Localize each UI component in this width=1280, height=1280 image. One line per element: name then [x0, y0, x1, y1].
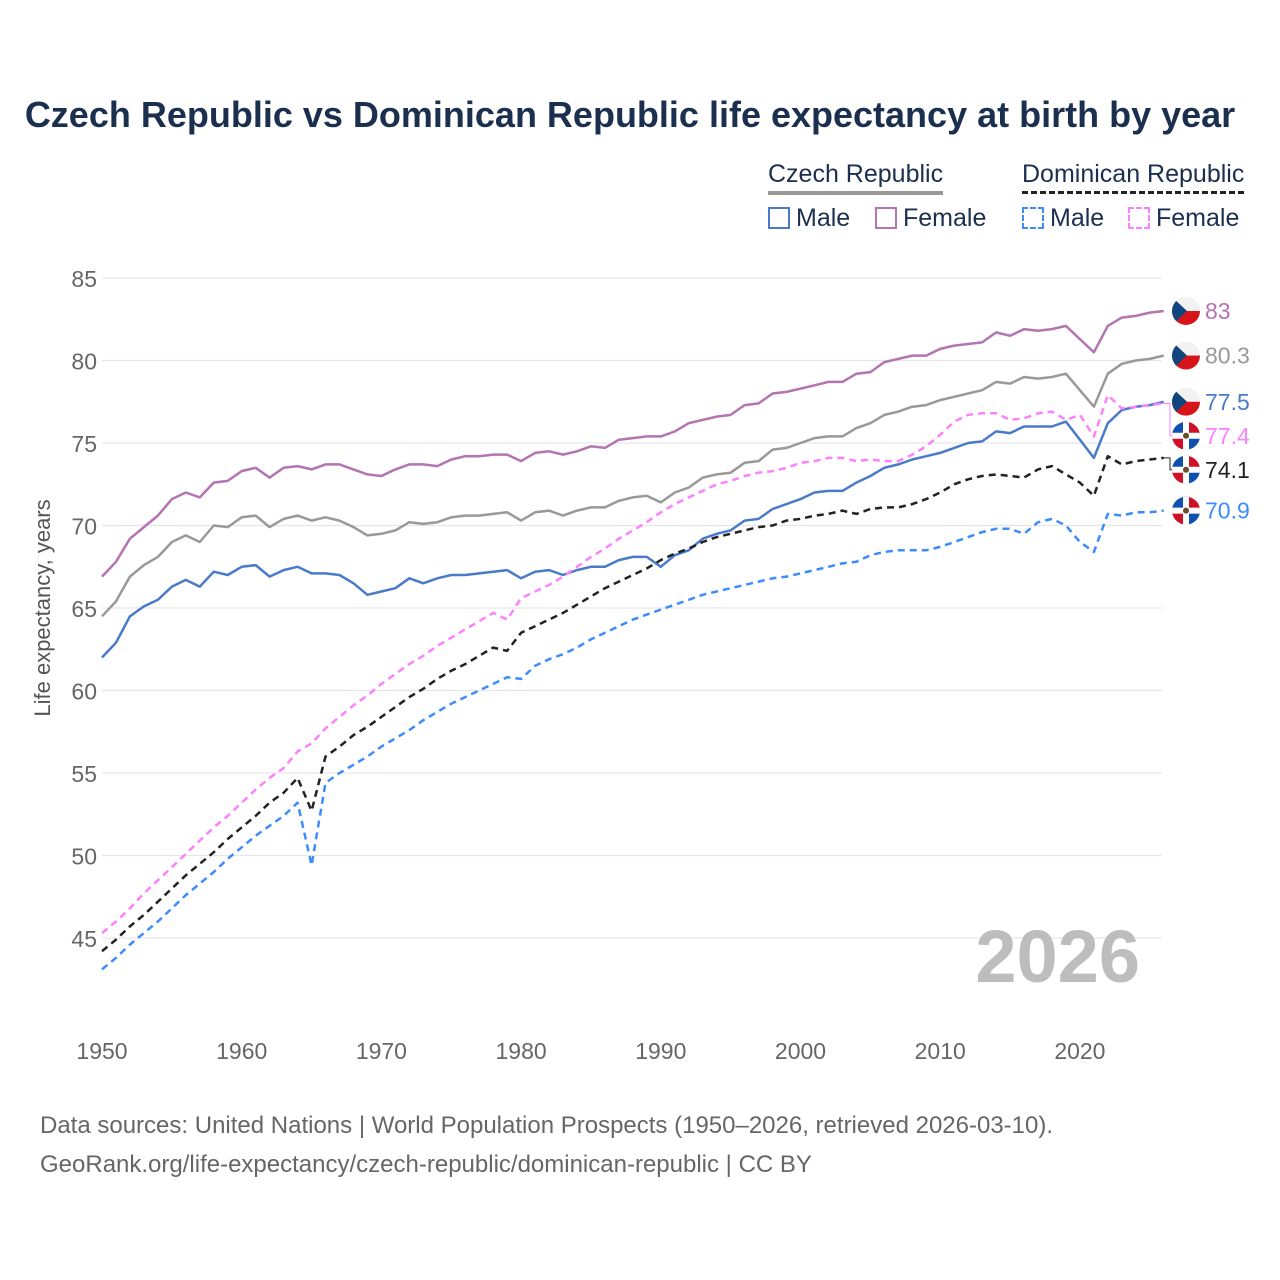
series-line-czech-republic [101, 354, 1164, 618]
czech-flag-icon [1172, 297, 1200, 325]
legend-item-cz-female[interactable]: Female [875, 204, 986, 233]
end-value-label: 70.9 [1205, 498, 1250, 524]
series-line-czech-republic-male [101, 400, 1164, 659]
legend-group-label: Dominican Republic [1022, 160, 1245, 188]
end-value-label: 83 [1205, 298, 1231, 324]
flag-blue [1172, 297, 1187, 325]
end-value-label: 74.1 [1205, 457, 1250, 483]
flag-emblem [1183, 466, 1189, 473]
series-line-dominican-republic-male [101, 509, 1164, 971]
flag-body [1172, 341, 1200, 370]
chart-title: Czech Republic vs Dominican Republic lif… [24, 94, 1236, 135]
flag-blue [1172, 387, 1187, 416]
x-tick-label: 1980 [496, 1038, 547, 1064]
legend-swatch [875, 207, 897, 229]
x-tick-label: 1990 [635, 1038, 686, 1064]
flag-emblem [1183, 507, 1189, 514]
year-watermark: 2026 [975, 915, 1140, 998]
y-tick-label: 70 [71, 514, 97, 540]
legend-label: Female [1156, 204, 1240, 232]
x-tick-label: 2000 [775, 1038, 826, 1064]
legend-item-do-female[interactable]: Female [1128, 204, 1239, 233]
flag-body [1172, 496, 1200, 525]
y-tick-label: 85 [71, 266, 97, 292]
dominican-flag-icon [1172, 421, 1200, 450]
source-line-1: Data sources: United Nations | World Pop… [40, 1112, 1054, 1139]
series-line-dominican-republic [101, 454, 1164, 953]
y-tick-label: 80 [71, 349, 97, 375]
label-leader [1162, 402, 1172, 437]
y-tick-label: 50 [71, 844, 97, 870]
legend-swatch [768, 207, 790, 229]
legend-label: Female [903, 204, 987, 232]
y-tick-label: 60 [71, 679, 97, 705]
legend-swatch [1128, 207, 1150, 229]
y-tick-label: 75 [71, 431, 97, 457]
legend-group-dominican-republic: Dominican Republic [1022, 160, 1245, 194]
legend-item-do-male[interactable]: Male [1022, 204, 1104, 233]
x-tick-label: 2010 [915, 1038, 966, 1064]
series-line-czech-republic-female [101, 309, 1164, 578]
end-value-label: 80.3 [1205, 343, 1250, 369]
czech-flag-icon [1172, 341, 1200, 370]
czech-flag-icon [1172, 387, 1200, 416]
legend-group-czech-republic: Czech Republic [768, 160, 944, 195]
flag-blue [1172, 341, 1187, 370]
source-line-2[interactable]: GeoRank.org/life-expectancy/czech-republ… [40, 1151, 812, 1178]
dominican-flag-icon [1172, 455, 1200, 484]
y-axis-label: Life expectancy, years [30, 499, 55, 716]
y-tick-label: 65 [71, 596, 97, 622]
flag-body [1172, 297, 1200, 325]
x-tick-label: 2020 [1054, 1038, 1105, 1064]
end-value-label: 77.5 [1205, 389, 1250, 415]
flag-body [1172, 387, 1200, 416]
legend-label: Male [796, 204, 851, 232]
x-tick-label: 1950 [76, 1038, 127, 1064]
label-leader [1162, 457, 1172, 471]
flag-emblem [1183, 432, 1189, 439]
legend-item-cz-male[interactable]: Male [768, 204, 850, 233]
x-tick-label: 1960 [216, 1038, 267, 1064]
x-tick-label: 1970 [356, 1038, 407, 1064]
source-note: Data sources: United Nations | World Pop… [40, 1106, 1053, 1184]
flag-body [1172, 455, 1200, 484]
legend-group-label: Czech Republic [768, 160, 944, 188]
flag-body [1172, 421, 1200, 450]
end-value-label: 77.4 [1205, 423, 1250, 449]
y-tick-label: 45 [71, 926, 97, 952]
dominican-flag-icon [1172, 496, 1200, 525]
legend-label: Male [1050, 204, 1105, 232]
legend-swatch [1022, 207, 1044, 229]
y-tick-label: 55 [71, 761, 97, 787]
